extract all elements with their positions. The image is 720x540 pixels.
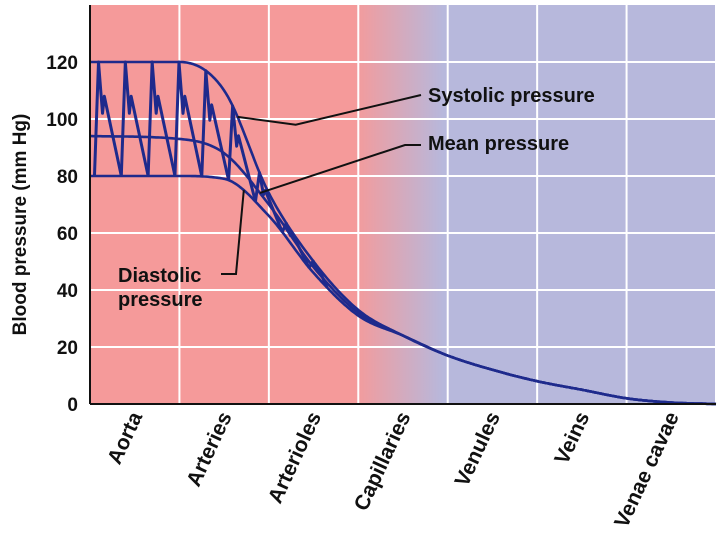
y-tick-label: 60 bbox=[57, 224, 78, 245]
y-tick-label: 120 bbox=[46, 53, 78, 74]
series-line-diastolic bbox=[90, 174, 717, 406]
annotation-diastolic: pressure bbox=[118, 289, 203, 311]
pulse-wave bbox=[146, 60, 177, 177]
x-category-label: Arteries bbox=[182, 408, 236, 490]
leader-line-diastolic bbox=[221, 190, 245, 275]
y-tick-label: 0 bbox=[67, 395, 78, 416]
leader-line-mean bbox=[259, 144, 421, 194]
x-category-label: Arterioles bbox=[264, 408, 326, 507]
pulse-wave bbox=[173, 60, 204, 177]
axes bbox=[89, 5, 716, 405]
y-tick-labels: 0 20 40 60 80 100 120 bbox=[46, 53, 78, 416]
pulse-wave bbox=[119, 60, 150, 177]
y-tick-label: 20 bbox=[57, 338, 78, 359]
x-category-label: Venules bbox=[451, 408, 505, 490]
y-tick-label: 100 bbox=[46, 110, 78, 131]
pulse-wave bbox=[253, 171, 284, 233]
x-category-label: Veins bbox=[550, 408, 594, 467]
leader-line-systolic bbox=[237, 94, 422, 126]
x-category-labels: Aorta Arteries Arterioles Capillaries Venule… bbox=[103, 408, 684, 531]
annotation-mean: Mean pressure bbox=[428, 133, 569, 155]
y-tick-label: 80 bbox=[57, 167, 78, 188]
y-tick-label: 40 bbox=[57, 281, 78, 302]
pulse-wave bbox=[92, 60, 123, 177]
x-category-label: Capillaries bbox=[350, 408, 416, 514]
x-category-label: Aorta bbox=[103, 408, 147, 468]
series-lines bbox=[90, 60, 717, 406]
annotation-systolic: Systolic pressure bbox=[428, 85, 595, 107]
pulse-wave bbox=[200, 69, 231, 181]
y-axis-label: Blood pressure (mm Hg) bbox=[10, 114, 31, 336]
plot-background bbox=[90, 5, 716, 404]
annotations: Systolic pressure Mean pressure Diastolicp… bbox=[118, 85, 595, 311]
pulse-wave bbox=[227, 104, 257, 202]
x-category-label: Venae cavae bbox=[610, 408, 684, 531]
annotation-diastolic: Diastolic bbox=[118, 265, 201, 287]
